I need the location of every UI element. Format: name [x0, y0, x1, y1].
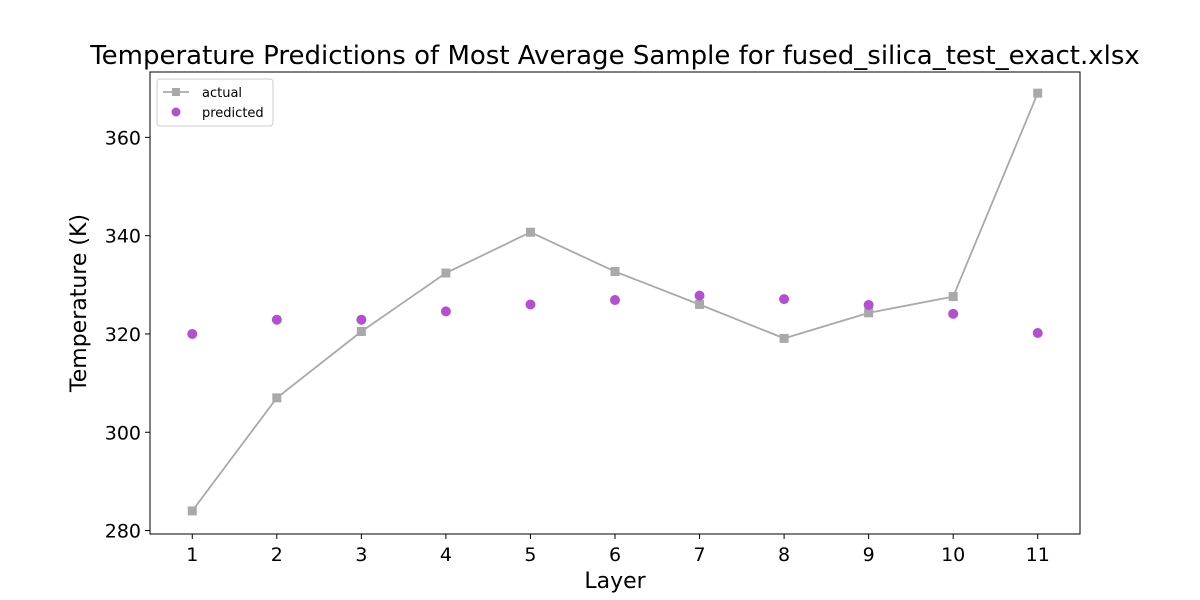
y-axis: 280 300 320 340 360: [105, 127, 150, 543]
data-point-actual: [948, 292, 958, 302]
data-point-actual: [779, 333, 789, 343]
legend: actual predicted: [156, 78, 274, 127]
x-tick-label: 2: [271, 544, 283, 566]
x-tick-label: 7: [693, 544, 705, 566]
legend-item-predicted: predicted: [171, 106, 264, 121]
data-point-actual: [187, 506, 197, 516]
data-point-actual: [525, 227, 535, 237]
data-point-predicted: [694, 290, 705, 301]
y-tick-label: 320: [105, 324, 141, 346]
x-tick-label: 8: [778, 544, 790, 566]
data-point-predicted: [948, 308, 959, 319]
x-tick-label: 4: [440, 544, 452, 566]
series-layer: [187, 88, 1043, 516]
data-point-actual: [356, 327, 366, 337]
x-axis-label: Layer: [584, 569, 646, 594]
data-point-predicted: [271, 314, 282, 325]
chart-title: Temperature Predictions of Most Average …: [89, 41, 1140, 71]
y-tick-label: 360: [105, 127, 141, 149]
data-point-predicted: [440, 306, 451, 317]
x-tick-label: 3: [355, 544, 367, 566]
x-tick-label: 1: [186, 544, 198, 566]
legend-label: actual: [202, 86, 242, 101]
x-tick-label: 9: [863, 544, 875, 566]
data-point-actual: [441, 268, 451, 278]
x-tick-label: 11: [1026, 544, 1050, 566]
series-predicted: [187, 290, 1043, 339]
data-point-actual: [610, 267, 620, 277]
legend-marker: [171, 107, 181, 117]
y-axis-label: Temperature (K): [67, 214, 92, 393]
data-point-actual: [272, 393, 282, 403]
data-point-actual: [695, 299, 705, 309]
legend-item-actual: actual: [163, 86, 242, 101]
data-point-predicted: [779, 294, 790, 305]
y-tick-label: 300: [105, 422, 141, 444]
legend-label: predicted: [202, 106, 264, 121]
data-point-predicted: [610, 295, 620, 306]
data-point-predicted: [863, 299, 874, 310]
y-tick-label: 280: [105, 521, 141, 543]
series-actual: [187, 88, 1043, 516]
data-point-predicted: [525, 299, 536, 310]
y-tick-label: 340: [105, 226, 141, 248]
data-point-predicted: [356, 314, 367, 325]
data-point-actual: [1033, 88, 1043, 98]
x-tick-label: 6: [609, 544, 621, 566]
data-point-predicted: [1032, 327, 1043, 338]
data-point-predicted: [187, 328, 198, 339]
data-point-actual: [864, 308, 874, 318]
legend-marker: [172, 88, 180, 96]
x-axis: 1 2 3 4 5 6 7 8 9 10 11: [186, 534, 1050, 566]
x-tick-label: 10: [941, 544, 965, 566]
legend-box: [156, 78, 274, 127]
x-tick-label: 5: [524, 544, 536, 566]
